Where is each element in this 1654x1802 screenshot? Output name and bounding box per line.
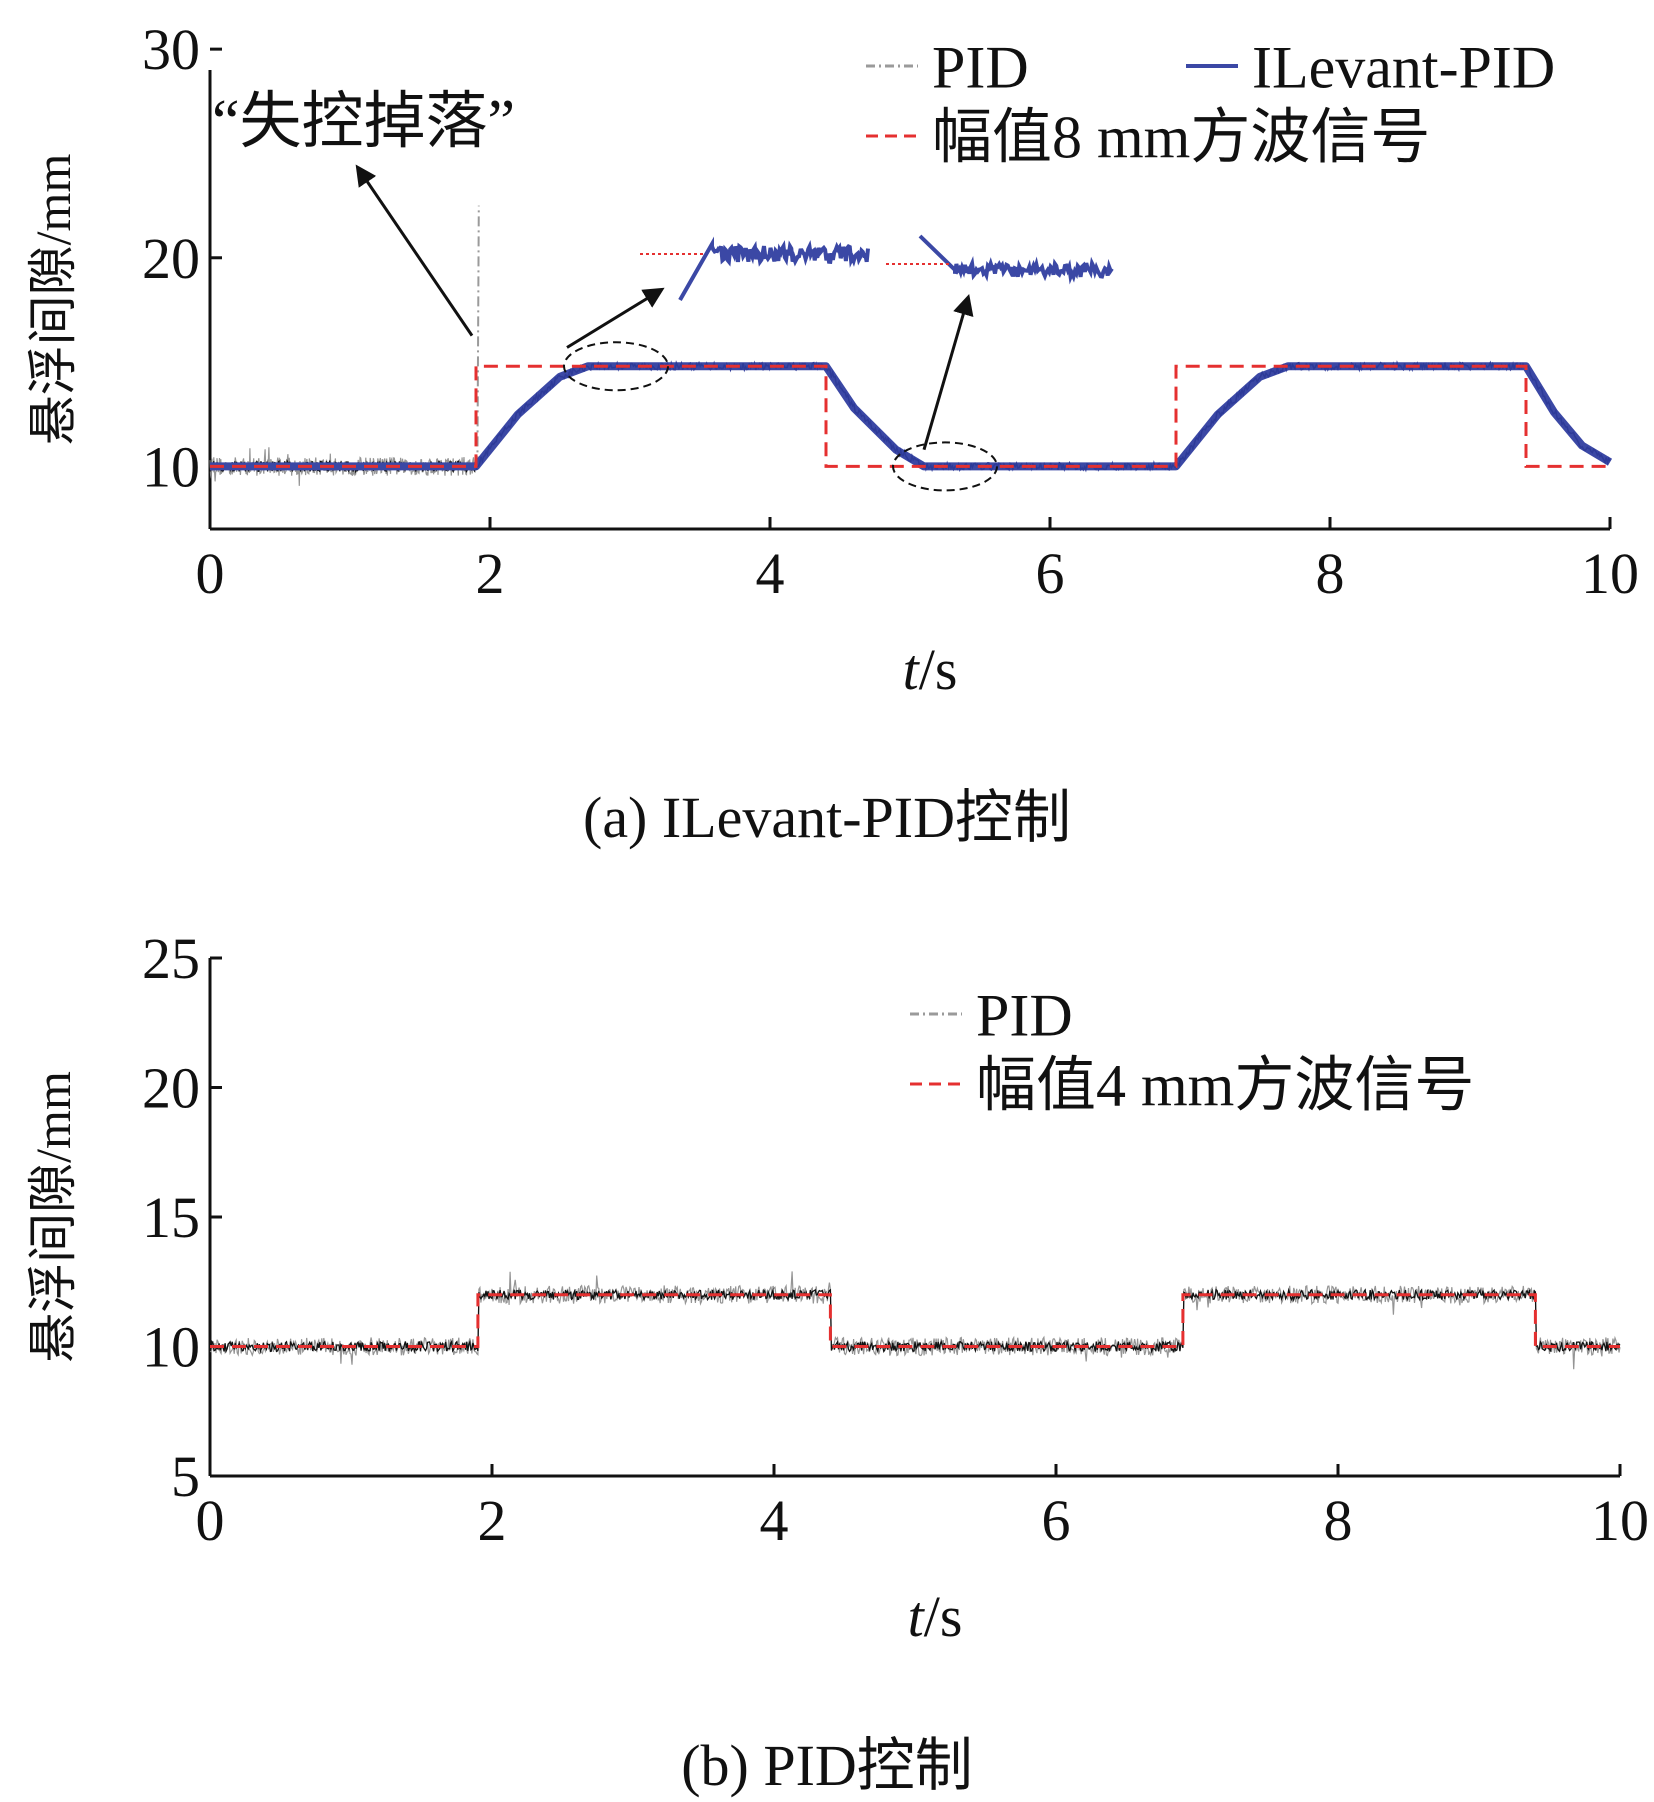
caption-a: (a) ILevant-PID控制 bbox=[583, 785, 1071, 850]
c0-y-tick-label: 20 bbox=[142, 226, 200, 291]
c1-x-tick-label: 2 bbox=[478, 1488, 507, 1553]
c1-x-tick-label: 4 bbox=[760, 1488, 789, 1553]
panel-b: 0 2 4 6 8 10 5 10 15 20 25 悬浮间隙/mm t/s PID 幅值4 mm方波信号 … bbox=[0, 898, 1654, 1798]
panel-a: 0 2 4 6 8 10 10 20 30 悬浮间隙/mm t/s PID ILevant-PID 幅值8… bbox=[0, 0, 1654, 897]
zoom-arrow-2 bbox=[922, 293, 974, 451]
legend-a-ilevant-label: ILevant-PID bbox=[1252, 35, 1555, 101]
c0-x-tick-label: 10 bbox=[1581, 541, 1639, 606]
c1-y-tick-label: 15 bbox=[142, 1185, 200, 1250]
inset-rise-trace bbox=[678, 236, 870, 301]
legend-b-pid-label: PID bbox=[976, 983, 1073, 1049]
c0-x-tick-label: 6 bbox=[1036, 541, 1065, 606]
c1-x-axis-label: t/s bbox=[908, 1584, 963, 1649]
c1-x-tick-label: 6 bbox=[1042, 1488, 1071, 1553]
c1-series-pid-noise bbox=[209, 1271, 1621, 1370]
c1-y-tick-label: 5 bbox=[171, 1444, 200, 1509]
legend-a-reference-label: 幅值8 mm方波信号 bbox=[932, 105, 1430, 171]
c0-series-ilevant bbox=[210, 362, 1613, 471]
zoom-ellipse-1 bbox=[563, 341, 669, 392]
zoom-arrow-1 bbox=[566, 287, 665, 349]
caption-b: (b) PID控制 bbox=[681, 1733, 973, 1798]
c1-y-axis-label: 悬浮间隙/mm bbox=[25, 1071, 81, 1363]
c0-y-axis-label: 悬浮间隙/mm bbox=[25, 154, 81, 446]
c1-series-reference bbox=[210, 1293, 1620, 1348]
c0-x-axis-label: t/s bbox=[903, 637, 958, 702]
annotation-label: “失控掉落” bbox=[212, 88, 515, 156]
c0-x-tick-label: 2 bbox=[476, 541, 505, 606]
c1-y-tick-label: 10 bbox=[142, 1315, 200, 1380]
legend-b-reference-label: 幅值4 mm方波信号 bbox=[976, 1053, 1474, 1119]
legend-a-ilevant: ILevant-PID bbox=[1186, 35, 1555, 101]
c0-x-tick-label: 0 bbox=[196, 541, 225, 606]
legend-a-pid: PID bbox=[866, 35, 1029, 101]
c0-x-tick-label: 8 bbox=[1316, 541, 1345, 606]
legend-a-reference: 幅值8 mm方波信号 bbox=[866, 105, 1430, 171]
annotation-arrow bbox=[355, 164, 474, 337]
c0-series-ilevant-noise bbox=[475, 360, 1611, 473]
c0-y-tick-label: 10 bbox=[142, 434, 200, 499]
inset-fall-trace bbox=[918, 234, 1114, 285]
c0-x-tick-label: 4 bbox=[756, 541, 785, 606]
c0-y-tick-label: 30 bbox=[142, 17, 200, 82]
legend-b-pid: PID bbox=[910, 983, 1073, 1049]
c0-series-reference bbox=[210, 364, 1610, 468]
c1-y-tick-label: 20 bbox=[142, 1056, 200, 1121]
legend-a-pid-label: PID bbox=[932, 35, 1029, 101]
legend-b-reference: 幅值4 mm方波信号 bbox=[910, 1053, 1474, 1119]
zoom-ellipse-2 bbox=[892, 441, 998, 492]
c1-y-tick-label: 25 bbox=[142, 926, 200, 991]
c1-x-tick-label: 8 bbox=[1324, 1488, 1353, 1553]
c1-x-tick-label: 0 bbox=[196, 1488, 225, 1553]
c1-x-tick-label: 10 bbox=[1591, 1488, 1649, 1553]
c1-series-pid-core bbox=[209, 1287, 1621, 1354]
c0-series-pid-spike bbox=[476, 205, 480, 467]
chart-a: 0 2 4 6 8 10 10 20 30 悬浮间隙/mm t/s PID ILevant-PID幅值8… bbox=[25, 17, 1639, 702]
